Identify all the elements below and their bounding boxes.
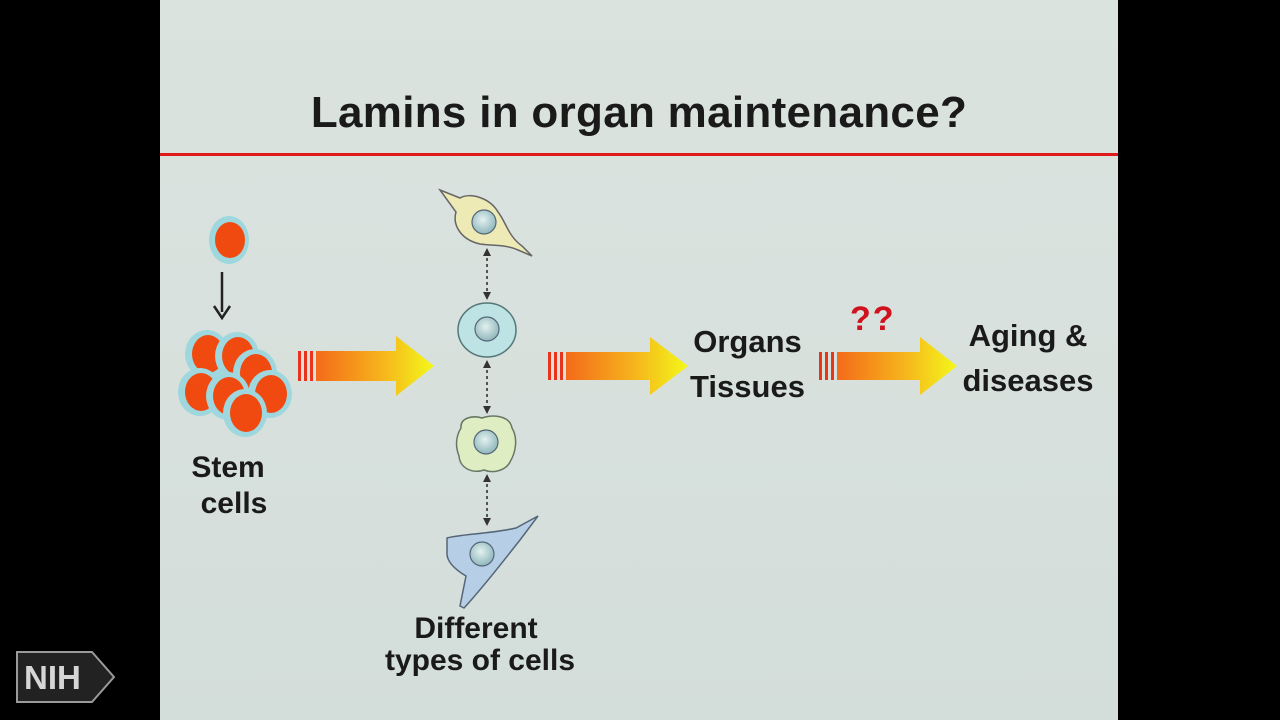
aging-diseases-label: Aging & diseases xyxy=(938,314,1118,404)
cells-label-line1: Different xyxy=(414,612,538,645)
arrow-organs-to-aging xyxy=(819,337,957,395)
aging-label-line2: diseases xyxy=(962,362,1094,398)
arrow-cells-to-organs xyxy=(548,337,688,395)
organs-label-line2: Tissues xyxy=(690,368,805,404)
cell-round xyxy=(457,302,517,358)
aging-label-line1: Aging & xyxy=(968,318,1088,353)
cells-label-line2: types of cells xyxy=(384,644,576,678)
nih-logo-text: NIH xyxy=(24,659,81,696)
cell-triangular xyxy=(446,515,539,609)
cell-irregular xyxy=(455,415,517,473)
stem-cell-cluster xyxy=(178,330,292,437)
question-marks: ?? xyxy=(850,300,896,338)
stem-label-line2: cells xyxy=(200,487,268,520)
arrow-stem-to-cells xyxy=(298,336,434,396)
presentation-slide: Lamins in organ maintenance? xyxy=(160,0,1118,720)
stem-cells-label: Stem cells xyxy=(178,450,278,522)
title-divider xyxy=(160,153,1118,156)
cell-types-label: Different types of cells xyxy=(355,612,605,678)
diagram xyxy=(178,188,957,609)
stem-cell-single xyxy=(209,216,249,264)
nih-logo: NIH xyxy=(16,651,116,703)
organs-label-line1: Organs xyxy=(693,324,802,359)
cell-spindle xyxy=(437,188,533,257)
down-arrow-icon xyxy=(212,272,232,321)
slide-title: Lamins in organ maintenance? xyxy=(310,88,968,137)
stem-label-line1: Stem xyxy=(191,451,265,484)
organs-tissues-label: Organs Tissues xyxy=(670,320,825,410)
